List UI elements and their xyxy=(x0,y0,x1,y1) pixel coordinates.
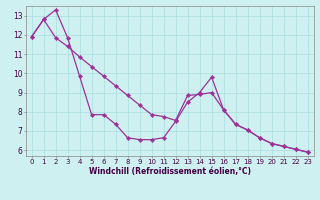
X-axis label: Windchill (Refroidissement éolien,°C): Windchill (Refroidissement éolien,°C) xyxy=(89,167,251,176)
